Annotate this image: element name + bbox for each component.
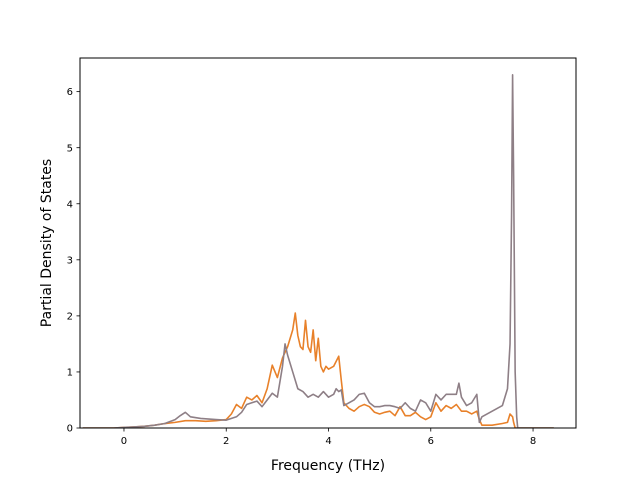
x-tick-label: 0 xyxy=(121,436,127,447)
y-tick-label: 6 xyxy=(67,87,73,98)
y-axis: 0 1 2 3 4 5 6 xyxy=(67,87,80,435)
x-tick-label: 4 xyxy=(325,436,331,447)
series-line-1 xyxy=(82,312,555,428)
y-axis-label: Partial Density of States xyxy=(39,159,55,327)
x-axis: 0 2 4 6 8 xyxy=(121,428,536,447)
y-tick-label: 5 xyxy=(67,143,73,154)
y-tick-label: 1 xyxy=(67,368,73,379)
y-tick-label: 3 xyxy=(67,255,73,266)
x-tick-label: 6 xyxy=(428,436,434,447)
series-layer xyxy=(82,74,555,428)
x-axis-label: Frequency (THz) xyxy=(271,458,385,474)
y-tick-label: 0 xyxy=(67,424,73,435)
x-tick-label: 8 xyxy=(530,436,536,447)
y-tick-label: 4 xyxy=(67,199,73,210)
y-tick-label: 2 xyxy=(67,311,73,322)
x-tick-label: 2 xyxy=(223,436,229,447)
plot-frame xyxy=(79,57,577,429)
series-line-2 xyxy=(82,74,555,428)
